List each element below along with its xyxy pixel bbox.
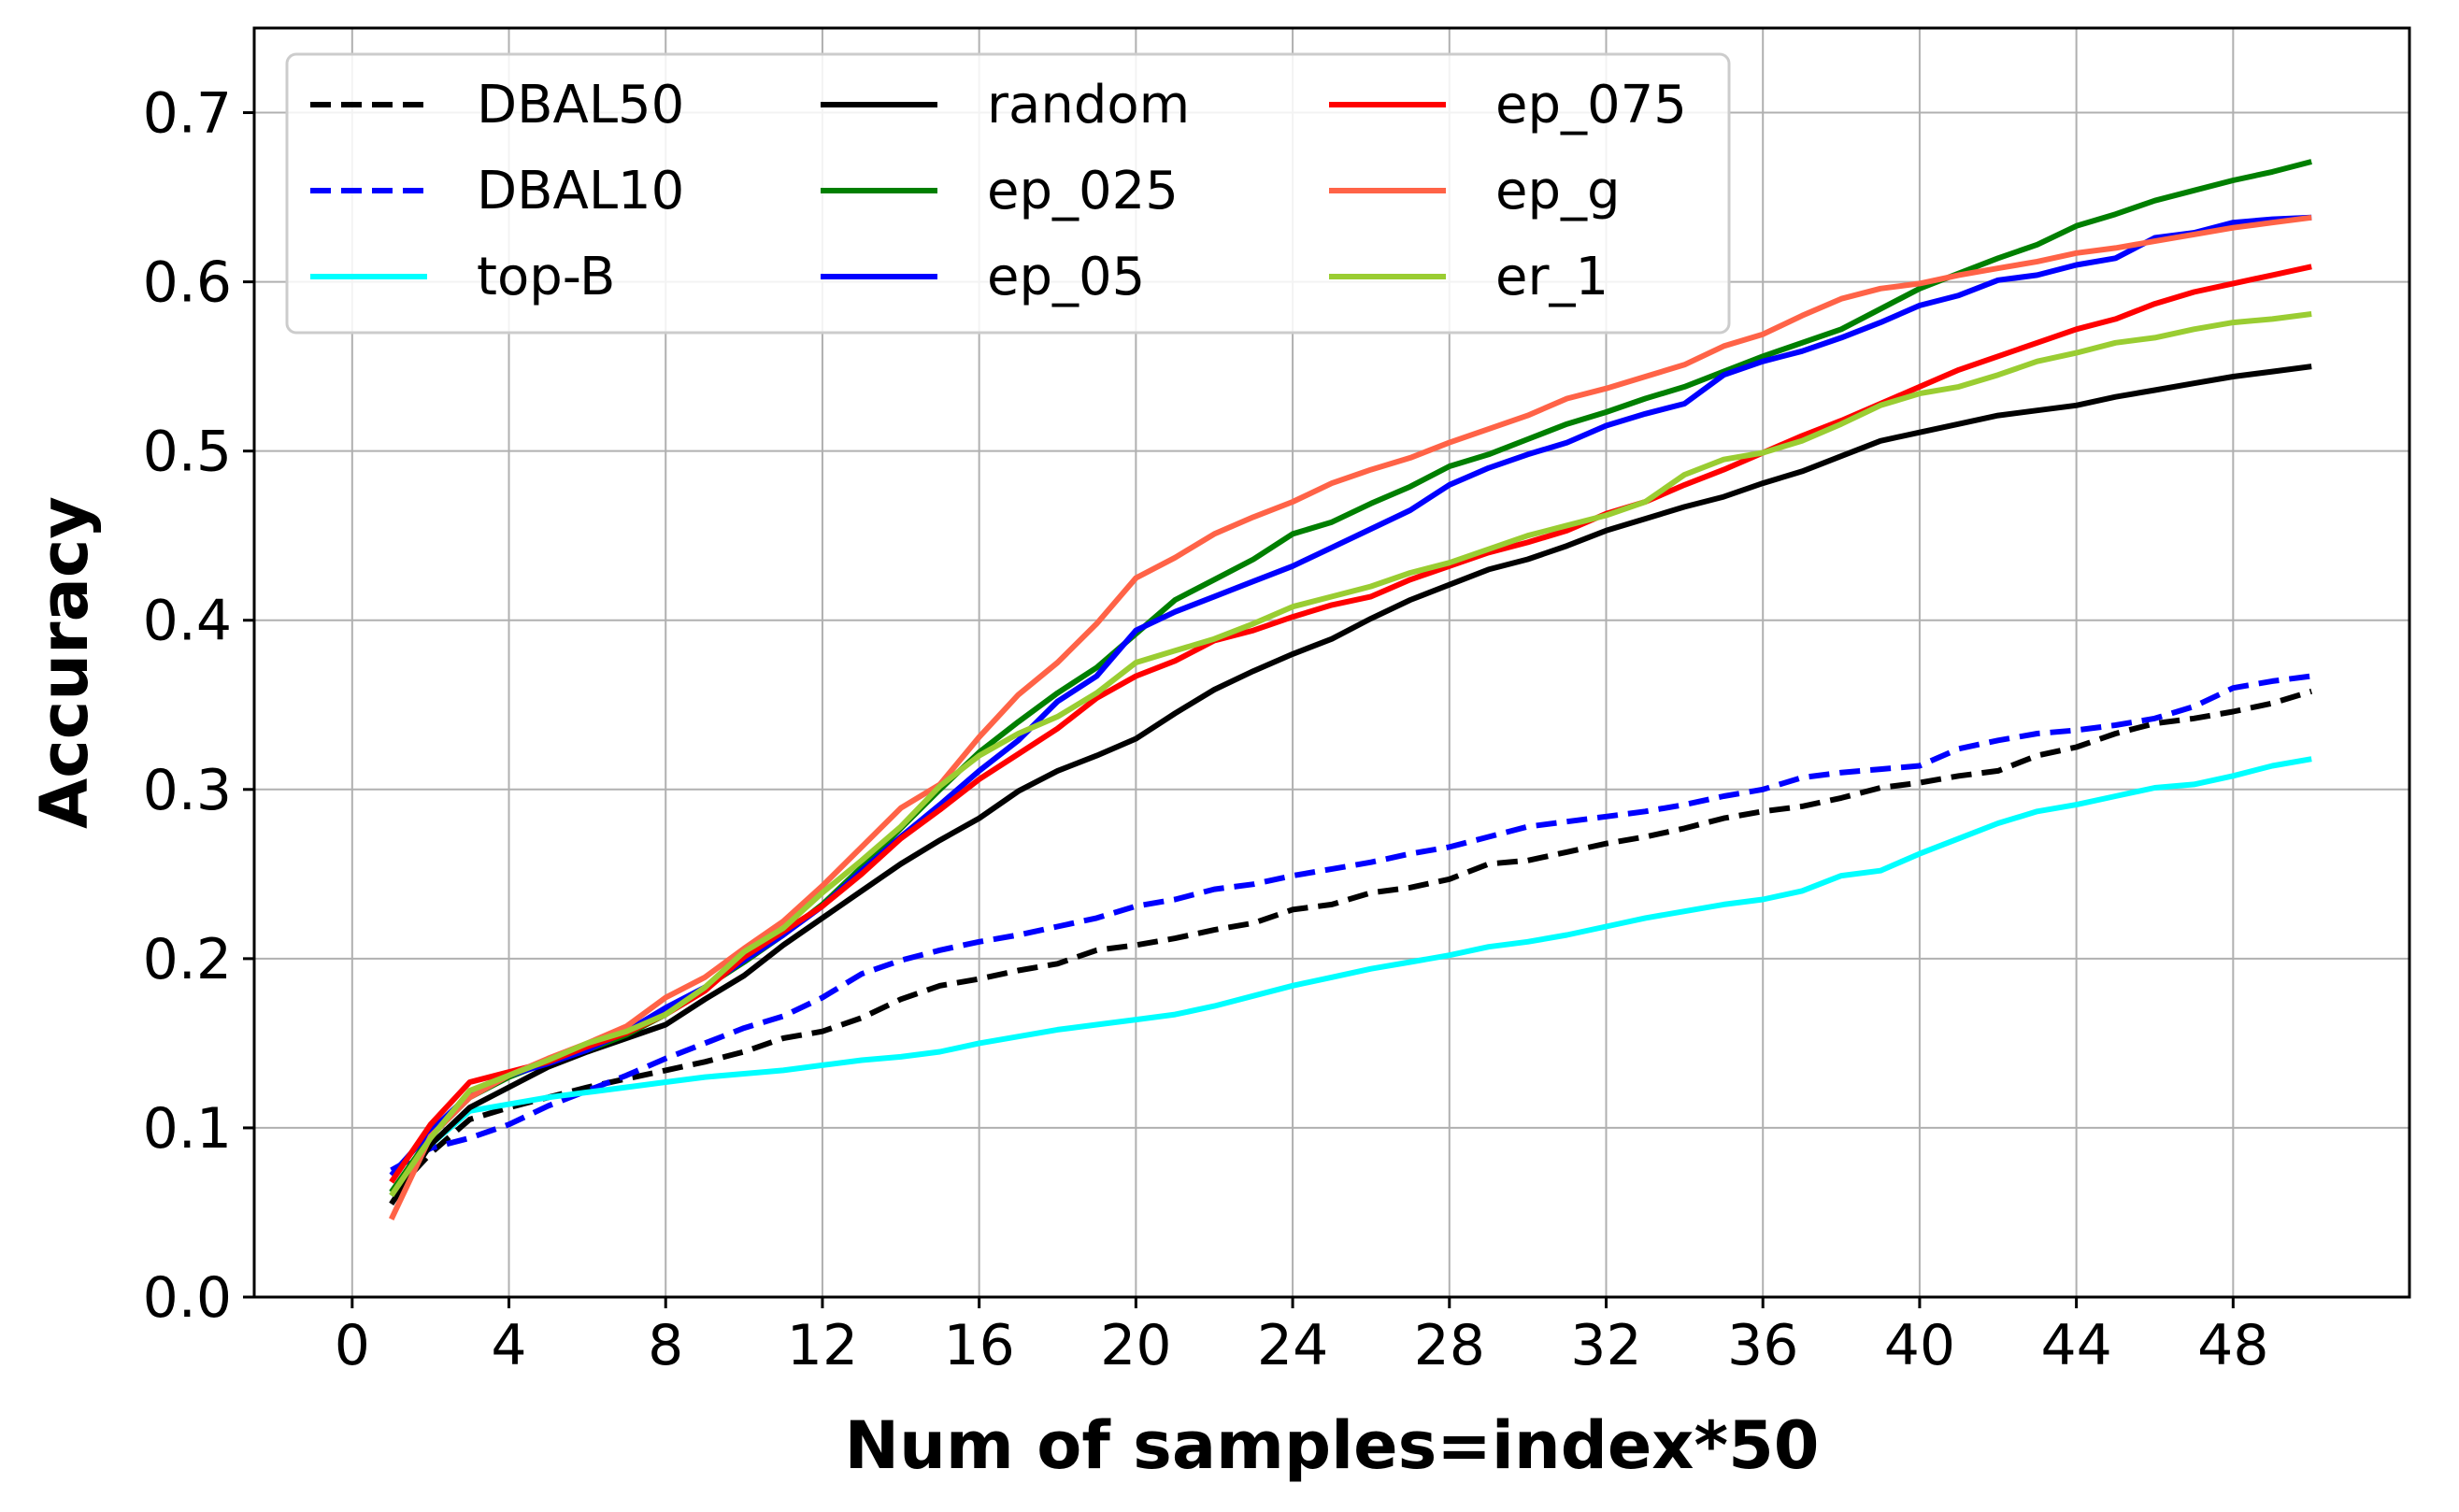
legend-label: random	[987, 75, 1190, 136]
x-tick-label: 12	[787, 1313, 858, 1378]
plot-frame	[252, 26, 2411, 1299]
legend: DBAL50 DBAL10 top-B random ep_025 ep_05 ep_075…	[285, 52, 1731, 335]
x-tick-label: 48	[2197, 1313, 2268, 1378]
series-line-random	[389, 364, 2312, 1206]
series-line-ep-g	[388, 214, 2312, 1220]
y-tick-label: 0.0	[143, 1265, 232, 1331]
legend-label: ep_05	[987, 247, 1145, 307]
series-line-er-1	[389, 311, 2312, 1198]
y-axis-title: Accuracy	[26, 496, 103, 829]
x-tick-label: 20	[1100, 1313, 1171, 1378]
legend-box	[285, 52, 1731, 335]
series-lines	[388, 159, 2313, 1220]
series-line-dbal50	[389, 688, 2313, 1198]
y-tick-label: 0.6	[143, 250, 232, 316]
x-tick-label: 8	[648, 1313, 683, 1378]
y-tick-label: 0.7	[143, 81, 232, 147]
series-line-top-b	[389, 756, 2312, 1198]
x-tick-label: 24	[1257, 1313, 1328, 1378]
y-tick-label: 0.4	[143, 589, 232, 654]
x-tick-label: 16	[943, 1313, 1014, 1378]
series-line-dbal10	[390, 673, 2312, 1173]
x-tick-label: 40	[1884, 1313, 1955, 1378]
x-axis-title: Num of samples=index*50	[845, 1407, 1820, 1484]
legend-label: ep_g	[1495, 161, 1621, 221]
x-tick-label: 36	[1727, 1313, 1798, 1378]
x-tick-label: 0	[335, 1313, 370, 1378]
y-tick-label: 0.1	[143, 1096, 232, 1162]
axis-ticks: 0 4 8 12 16 20 24 28 32 36 40 44 480.00.10.20.30.40.…	[143, 81, 2269, 1378]
x-tick-label: 4	[491, 1313, 526, 1378]
legend-label: ep_075	[1495, 75, 1687, 136]
y-tick-label: 0.2	[143, 927, 232, 992]
y-tick-label: 0.5	[143, 420, 232, 485]
legend-label: er_1	[1495, 247, 1608, 307]
x-tick-label: 44	[2040, 1313, 2111, 1378]
legend-label: DBAL50	[477, 75, 684, 136]
x-tick-label: 32	[1570, 1313, 1641, 1378]
legend-label: ep_025	[987, 161, 1179, 221]
legend-label: top-B	[477, 247, 615, 307]
y-tick-label: 0.3	[143, 758, 232, 823]
legend-label: DBAL10	[477, 161, 684, 221]
x-tick-label: 28	[1414, 1313, 1485, 1378]
